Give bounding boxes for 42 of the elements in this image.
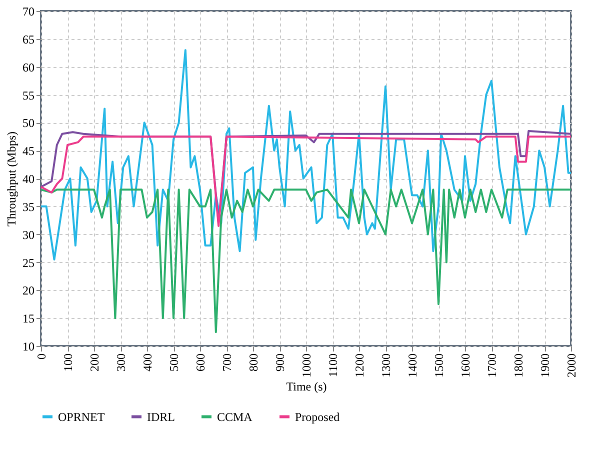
x-tick-label: 1100: [326, 354, 340, 378]
y-tick-label: 30: [22, 228, 34, 242]
x-tick-label: 1700: [485, 354, 499, 378]
legend-label: OPRNET: [58, 410, 106, 424]
y-axis-title: Throughput (Mbps): [4, 132, 18, 226]
y-tick-label: 35: [22, 200, 34, 214]
y-tick-label: 45: [22, 144, 34, 158]
x-tick-label: 1300: [379, 354, 393, 378]
x-axis-title: Time (s): [286, 380, 327, 394]
y-tick-label: 55: [22, 88, 34, 102]
x-tick-label: 800: [246, 354, 260, 372]
x-tick-label: 1900: [538, 354, 552, 378]
legend-label: CCMA: [217, 410, 253, 424]
x-tick-label: 300: [114, 354, 128, 372]
line-series: [40, 188, 572, 334]
x-tick-label: 1500: [432, 354, 446, 378]
x-tick-label: 1600: [458, 354, 472, 378]
x-tick-label: 1000: [300, 354, 314, 378]
legend-label: IDRL: [147, 410, 175, 424]
y-tick-label: 50: [22, 116, 34, 130]
y-tick-label: 70: [22, 4, 34, 18]
y-tick-label: 25: [22, 256, 34, 270]
x-tick-label: 600: [194, 354, 208, 372]
y-tick-label: 15: [22, 312, 34, 326]
x-tick-label: 500: [167, 354, 181, 372]
y-tick-label: 20: [22, 284, 34, 298]
x-tick-label: 1400: [406, 354, 420, 378]
y-tick-label: 40: [22, 172, 34, 186]
x-tick-label: 1200: [352, 354, 366, 378]
y-tick-label: 65: [22, 32, 34, 46]
x-tick-label: 2000: [564, 354, 578, 378]
x-tick-label: 700: [220, 354, 234, 372]
y-tick-label: 10: [22, 340, 34, 354]
x-tick-label: 100: [61, 354, 75, 372]
y-tick-label: 60: [22, 60, 34, 74]
x-tick-label: 200: [88, 354, 102, 372]
x-tick-label: 400: [140, 354, 154, 372]
x-tick-label: 0: [34, 354, 48, 360]
x-tick-label: 1800: [512, 354, 526, 378]
line-series: [40, 49, 572, 260]
legend-label: Proposed: [295, 410, 340, 424]
x-tick-label: 900: [273, 354, 287, 372]
